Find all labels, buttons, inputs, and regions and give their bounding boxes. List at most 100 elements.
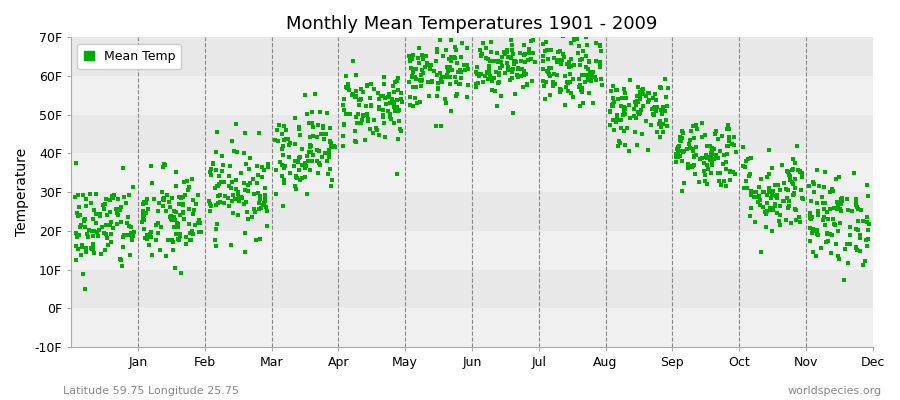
Point [217, 200, 231, 207]
Point [141, 206, 156, 212]
Point [348, 72, 363, 78]
Point [253, 196, 267, 202]
Point [405, 73, 419, 80]
Point [518, 42, 532, 49]
Point [695, 134, 709, 141]
Point [471, 80, 485, 86]
Point [493, 64, 508, 71]
Point [387, 120, 401, 126]
Point [491, 80, 505, 86]
Point [153, 247, 167, 254]
Point [803, 212, 817, 218]
Point [160, 192, 175, 198]
Point [594, 48, 608, 54]
Point [104, 231, 118, 237]
Point [232, 198, 247, 204]
Point [505, 16, 519, 23]
Point [812, 183, 826, 190]
Point [841, 207, 855, 213]
Point [187, 222, 202, 228]
Point [298, 174, 312, 180]
Point [611, 143, 625, 150]
Point [690, 126, 705, 132]
Point [185, 210, 200, 217]
Point [312, 148, 327, 154]
Point [835, 198, 850, 204]
Point [806, 227, 820, 234]
Point [299, 163, 313, 169]
Point [249, 162, 264, 169]
Point [440, 66, 454, 72]
Point [781, 198, 796, 204]
Point [361, 118, 375, 124]
Point [526, 49, 540, 56]
Point [805, 230, 819, 236]
Point [288, 114, 302, 121]
Point [292, 126, 306, 132]
Point [91, 233, 105, 239]
Point [457, 67, 472, 73]
Point [165, 237, 179, 244]
Point [786, 181, 800, 188]
Point [152, 200, 166, 207]
Point [101, 242, 115, 248]
Point [833, 220, 848, 227]
Point [446, 66, 460, 73]
Point [650, 129, 664, 135]
Point [317, 136, 331, 142]
Point [560, 79, 574, 86]
Point [363, 126, 377, 132]
Point [166, 214, 181, 220]
Point [758, 209, 772, 216]
Point [150, 230, 165, 237]
Point [136, 214, 150, 220]
Point [850, 227, 865, 233]
Point [482, 76, 496, 82]
Point [830, 199, 844, 206]
Point [843, 223, 858, 230]
Point [114, 263, 129, 269]
Point [93, 211, 107, 218]
Point [543, 92, 557, 98]
Point [176, 201, 190, 208]
Point [775, 162, 789, 168]
Point [581, 72, 596, 79]
Point [487, 75, 501, 81]
Point [382, 91, 396, 98]
Point [165, 216, 179, 223]
Point [562, 80, 576, 86]
Bar [71, 270, 873, 308]
Point [806, 249, 820, 255]
Point [804, 198, 818, 204]
Point [594, 76, 608, 82]
Point [539, 39, 554, 45]
Point [172, 236, 186, 243]
Point [753, 176, 768, 182]
Point [288, 173, 302, 180]
Point [418, 63, 432, 70]
Point [638, 118, 652, 124]
Point [375, 112, 390, 118]
Point [80, 230, 94, 237]
Point [169, 219, 184, 226]
Point [768, 201, 782, 207]
Point [376, 80, 391, 87]
Point [472, 47, 487, 54]
Point [143, 234, 157, 240]
Point [613, 140, 627, 146]
Point [652, 134, 667, 140]
Point [493, 22, 508, 28]
Point [321, 150, 336, 156]
Point [850, 195, 864, 202]
Point [137, 212, 151, 218]
Point [84, 200, 98, 206]
Point [659, 117, 673, 124]
Point [492, 71, 507, 78]
Point [507, 60, 521, 67]
Point [616, 104, 631, 110]
Point [183, 230, 197, 236]
Point [473, 70, 488, 77]
Point [221, 203, 236, 209]
Point [223, 184, 238, 191]
Point [383, 111, 398, 117]
